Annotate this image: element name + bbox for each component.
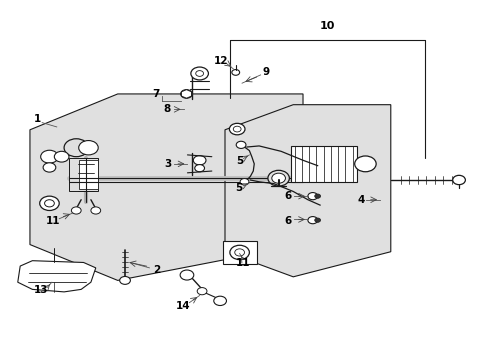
Circle shape <box>180 270 193 280</box>
Circle shape <box>229 123 244 135</box>
Text: 5: 5 <box>236 156 243 166</box>
Text: 14: 14 <box>176 301 190 311</box>
Circle shape <box>307 193 317 200</box>
Circle shape <box>231 69 239 75</box>
Circle shape <box>120 276 130 284</box>
Text: 2: 2 <box>153 265 160 275</box>
Polygon shape <box>18 261 96 292</box>
Bar <box>222 241 256 264</box>
Circle shape <box>234 249 244 256</box>
Text: 8: 8 <box>163 104 171 114</box>
Bar <box>290 146 356 182</box>
Text: 9: 9 <box>263 67 269 77</box>
Circle shape <box>213 296 226 306</box>
Circle shape <box>43 163 56 172</box>
Circle shape <box>197 288 206 295</box>
Text: 5: 5 <box>235 183 242 193</box>
Text: 7: 7 <box>152 89 159 99</box>
Circle shape <box>190 67 208 80</box>
Circle shape <box>194 165 204 172</box>
Circle shape <box>229 245 249 260</box>
Text: 10: 10 <box>319 21 334 31</box>
Polygon shape <box>181 90 191 98</box>
Polygon shape <box>224 105 390 277</box>
Circle shape <box>40 196 59 211</box>
Circle shape <box>91 207 101 214</box>
Circle shape <box>79 140 98 155</box>
Circle shape <box>267 170 289 186</box>
Circle shape <box>240 179 248 185</box>
Text: 12: 12 <box>213 55 228 66</box>
Text: 13: 13 <box>33 285 48 296</box>
Circle shape <box>54 151 69 162</box>
Bar <box>79 160 98 189</box>
Bar <box>69 158 98 191</box>
Text: 4: 4 <box>357 195 365 205</box>
Circle shape <box>193 156 205 165</box>
Circle shape <box>41 150 58 163</box>
Text: 11: 11 <box>45 216 60 226</box>
Circle shape <box>180 90 192 98</box>
Polygon shape <box>30 94 303 280</box>
Circle shape <box>195 71 203 76</box>
Circle shape <box>236 141 245 148</box>
Circle shape <box>354 156 375 172</box>
Circle shape <box>64 139 88 157</box>
Text: 1: 1 <box>34 114 41 124</box>
Text: 3: 3 <box>163 159 171 169</box>
Text: 6: 6 <box>284 191 291 201</box>
Circle shape <box>271 173 285 183</box>
Text: 11: 11 <box>236 258 250 268</box>
Text: 6: 6 <box>284 216 291 226</box>
Circle shape <box>314 194 320 198</box>
Circle shape <box>452 175 465 185</box>
Circle shape <box>71 207 81 214</box>
Circle shape <box>314 218 320 222</box>
Circle shape <box>307 217 317 224</box>
Circle shape <box>233 126 241 132</box>
Circle shape <box>44 200 54 207</box>
